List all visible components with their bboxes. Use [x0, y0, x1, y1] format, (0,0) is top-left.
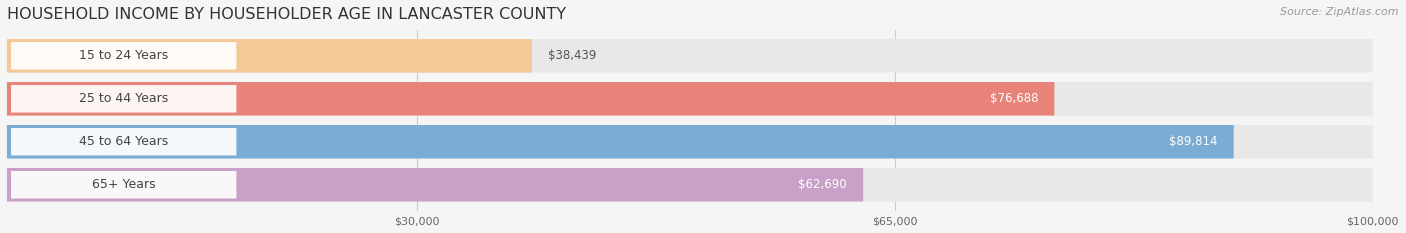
Text: Source: ZipAtlas.com: Source: ZipAtlas.com: [1281, 7, 1399, 17]
Text: $89,814: $89,814: [1168, 135, 1218, 148]
Text: $62,690: $62,690: [799, 178, 846, 191]
FancyBboxPatch shape: [11, 171, 236, 199]
FancyBboxPatch shape: [7, 168, 1372, 202]
FancyBboxPatch shape: [7, 168, 863, 202]
FancyBboxPatch shape: [7, 125, 1233, 158]
Text: $38,439: $38,439: [548, 49, 596, 62]
Text: $76,688: $76,688: [990, 92, 1038, 105]
Text: 15 to 24 Years: 15 to 24 Years: [79, 49, 169, 62]
Text: 45 to 64 Years: 45 to 64 Years: [79, 135, 169, 148]
FancyBboxPatch shape: [7, 82, 1372, 116]
FancyBboxPatch shape: [7, 125, 1372, 158]
FancyBboxPatch shape: [11, 42, 236, 70]
FancyBboxPatch shape: [7, 82, 1054, 116]
FancyBboxPatch shape: [7, 39, 1372, 73]
FancyBboxPatch shape: [11, 85, 236, 113]
FancyBboxPatch shape: [7, 39, 531, 73]
Text: HOUSEHOLD INCOME BY HOUSEHOLDER AGE IN LANCASTER COUNTY: HOUSEHOLD INCOME BY HOUSEHOLDER AGE IN L…: [7, 7, 567, 22]
Text: 65+ Years: 65+ Years: [91, 178, 156, 191]
Text: 25 to 44 Years: 25 to 44 Years: [79, 92, 169, 105]
FancyBboxPatch shape: [11, 128, 236, 155]
